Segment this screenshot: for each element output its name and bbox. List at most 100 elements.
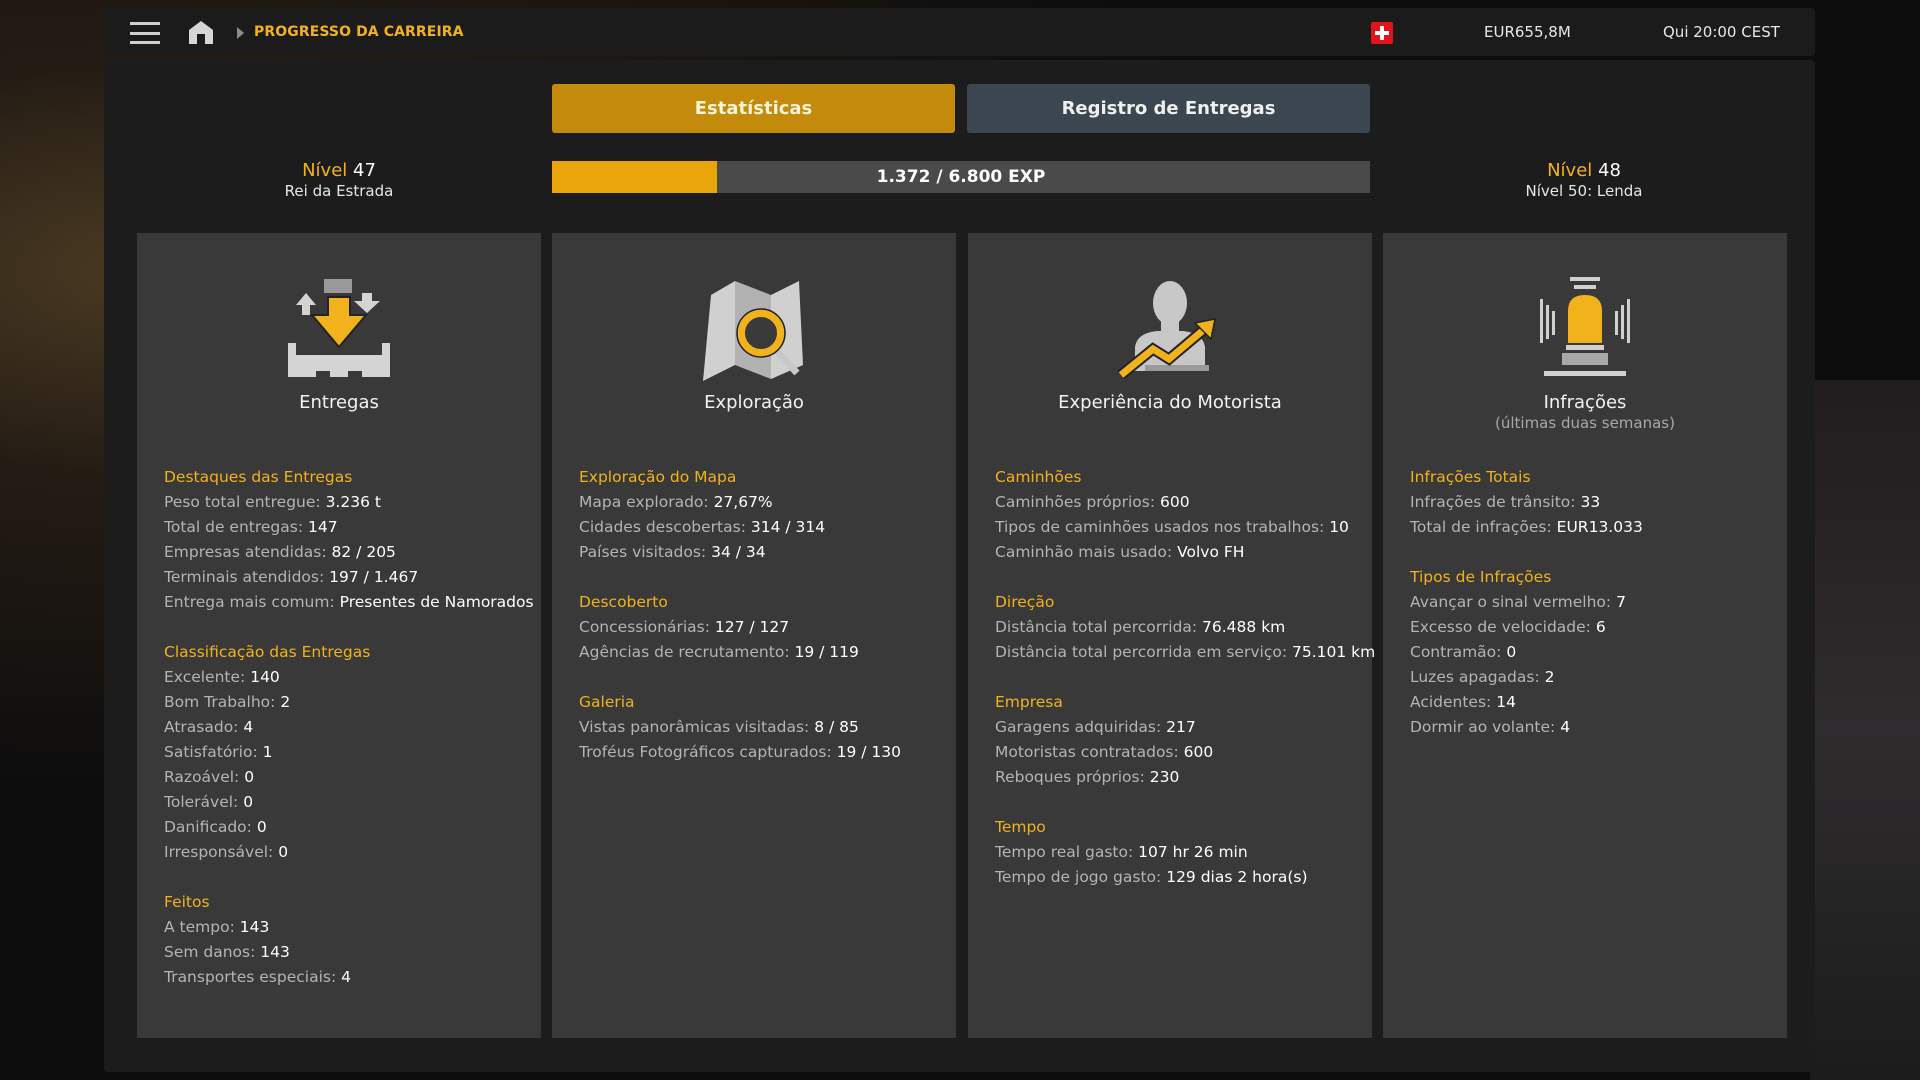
tab-delivery-log[interactable]: Registro de Entregas bbox=[967, 84, 1370, 133]
hamburger-menu-icon[interactable] bbox=[130, 22, 160, 44]
stat-row: Razoável: 0 bbox=[164, 765, 533, 790]
stat-value: 230 bbox=[1149, 768, 1180, 786]
stat-value: 314 / 314 bbox=[750, 518, 826, 536]
stat-value: 0 bbox=[256, 818, 267, 836]
stat-label: Irresponsável: bbox=[164, 843, 274, 861]
card-title: Infrações bbox=[1543, 392, 1627, 413]
tab-statistics[interactable]: Estatísticas bbox=[552, 84, 955, 133]
stat-row: Agências de recrutamento: 19 / 119 bbox=[579, 640, 948, 665]
stat-value: 3.236 t bbox=[325, 493, 381, 511]
stat-value: 0 bbox=[243, 793, 254, 811]
stat-row: Total de infrações: EUR13.033 bbox=[1410, 515, 1779, 540]
stat-label: Satisfatório: bbox=[164, 743, 258, 761]
stat-label: Caminhão mais usado: bbox=[995, 543, 1173, 561]
top-bar: PROGRESSO DA CARREIRA EUR655,8M Qui 20:0… bbox=[104, 8, 1815, 56]
stat-row: Satisfatório: 1 bbox=[164, 740, 533, 765]
stat-label: Avançar o sinal vermelho: bbox=[1410, 593, 1612, 611]
exp-progress-fill bbox=[552, 161, 718, 193]
background-scenery bbox=[1810, 380, 1920, 1080]
stat-row: Distância total percorrida: 76.488 km bbox=[995, 615, 1364, 640]
next-level: Nível 48 Nível 50: Lenda bbox=[1434, 160, 1734, 200]
stat-row: Garagens adquiridas: 217 bbox=[995, 715, 1364, 740]
stat-section: Galeria Vistas panorâmicas visitadas: 8 /… bbox=[579, 690, 948, 765]
exp-progress-text: 1.372 / 6.800 EXP bbox=[876, 167, 1046, 187]
stat-section: Destaques das Entregas Peso total entregu… bbox=[164, 465, 534, 615]
breadcrumb-arrow-icon bbox=[237, 27, 244, 39]
stat-row: Dormir ao volante: 4 bbox=[1410, 715, 1779, 740]
stat-value: 75.101 km bbox=[1292, 643, 1376, 661]
stat-value: 127 / 127 bbox=[714, 618, 790, 636]
level-label: Nível bbox=[1547, 160, 1593, 181]
stat-section: Tipos de Infrações Avançar o sinal vermel… bbox=[1410, 565, 1779, 740]
stat-label: Total de entregas: bbox=[164, 518, 304, 536]
stat-row: Sem danos: 143 bbox=[164, 940, 533, 965]
card-deliveries: Entregas Destaques das Entregas Peso tota… bbox=[137, 233, 541, 1038]
section-heading: Tipos de Infrações bbox=[1410, 568, 1552, 586]
stat-label: Danificado: bbox=[164, 818, 252, 836]
card-title: Entregas bbox=[299, 392, 379, 413]
stat-row: Tolerável: 0 bbox=[164, 790, 533, 815]
stat-value: 1 bbox=[262, 743, 273, 761]
stat-label: Tempo de jogo gasto: bbox=[995, 868, 1162, 886]
stat-label: Acidentes: bbox=[1410, 693, 1492, 711]
stat-section: Descoberto Concessionárias: 127 / 127 Agên… bbox=[579, 590, 948, 665]
siren-icon bbox=[1540, 277, 1630, 376]
stat-value: 600 bbox=[1183, 743, 1214, 761]
stat-value: 600 bbox=[1160, 493, 1190, 511]
stat-label: Luzes apagadas: bbox=[1410, 668, 1540, 686]
stat-value: 4 bbox=[243, 718, 254, 736]
money-balance: EUR655,8M bbox=[1484, 23, 1571, 41]
stat-value: 0 bbox=[278, 843, 289, 861]
stat-row: Caminhões próprios: 600 bbox=[995, 490, 1364, 515]
stat-label: Razoável: bbox=[164, 768, 240, 786]
section-heading: Caminhões bbox=[995, 468, 1082, 486]
stat-value: 147 bbox=[308, 518, 338, 536]
stat-section: Tempo Tempo real gasto: 107 hr 26 min Temp… bbox=[995, 815, 1364, 890]
stat-value: 197 / 1.467 bbox=[329, 568, 419, 586]
home-icon[interactable] bbox=[188, 20, 214, 44]
stat-row: Caminhão mais usado: Volvo FH bbox=[995, 540, 1364, 565]
stat-label: Mapa explorado: bbox=[579, 493, 709, 511]
stat-label: Distância total percorrida: bbox=[995, 618, 1198, 636]
card-title: Experiência do Motorista bbox=[1058, 392, 1282, 413]
stat-label: Vistas panorâmicas visitadas: bbox=[579, 718, 810, 736]
stat-label: Entrega mais comum: bbox=[164, 593, 335, 611]
stat-value: Presentes de Namorados bbox=[339, 593, 534, 611]
level-number: 48 bbox=[1598, 160, 1621, 181]
stat-label: Contramão: bbox=[1410, 643, 1502, 661]
stat-value: EUR13.033 bbox=[1556, 518, 1643, 536]
stat-value: 19 / 119 bbox=[794, 643, 859, 661]
stat-value: 7 bbox=[1616, 593, 1626, 611]
stat-value: 4 bbox=[341, 968, 352, 986]
stat-label: Bom Trabalho: bbox=[164, 693, 276, 711]
stat-label: Tolerável: bbox=[164, 793, 239, 811]
stat-label: Excesso de velocidade: bbox=[1410, 618, 1591, 636]
stat-section: Exploração do Mapa Mapa explorado: 27,67%… bbox=[579, 465, 948, 565]
stat-label: Troféus Fotográficos capturados: bbox=[579, 743, 832, 761]
stat-row: Troféus Fotográficos capturados: 19 / 13… bbox=[579, 740, 948, 765]
stat-value: 143 bbox=[239, 918, 270, 936]
stat-label: Terminais atendidos: bbox=[164, 568, 325, 586]
card-infractions: Infrações (últimas duas semanas) Infraçõ… bbox=[1383, 233, 1787, 1038]
stat-row: Peso total entregue: 3.236 t bbox=[164, 490, 533, 515]
stat-row: Vistas panorâmicas visitadas: 8 / 85 bbox=[579, 715, 948, 740]
stat-row: Acidentes: 14 bbox=[1410, 690, 1779, 715]
swiss-flag-icon bbox=[1371, 22, 1393, 44]
breadcrumb[interactable]: PROGRESSO DA CARREIRA bbox=[254, 24, 464, 40]
stat-value: Volvo FH bbox=[1177, 543, 1245, 561]
stat-section: Feitos A tempo: 143 Sem danos: 143 Transpor… bbox=[164, 890, 533, 990]
stat-value: 76.488 km bbox=[1202, 618, 1286, 636]
stat-row: Países visitados: 34 / 34 bbox=[579, 540, 948, 565]
level-number: 47 bbox=[353, 160, 376, 181]
section-heading: Tempo bbox=[995, 818, 1046, 836]
stat-label: Agências de recrutamento: bbox=[579, 643, 790, 661]
stat-label: Empresas atendidas: bbox=[164, 543, 327, 561]
stat-value: 4 bbox=[1560, 718, 1571, 736]
stat-row: Concessionárias: 127 / 127 bbox=[579, 615, 948, 640]
stat-value: 129 dias 2 hora(s) bbox=[1166, 868, 1308, 886]
stat-row: Total de entregas: 147 bbox=[164, 515, 533, 540]
stat-row: Tipos de caminhões usados nos trabalhos:… bbox=[995, 515, 1364, 540]
stat-row: Mapa explorado: 27,67% bbox=[579, 490, 948, 515]
stat-row: Empresas atendidas: 82 / 205 bbox=[164, 540, 533, 565]
stat-value: 6 bbox=[1595, 618, 1606, 636]
